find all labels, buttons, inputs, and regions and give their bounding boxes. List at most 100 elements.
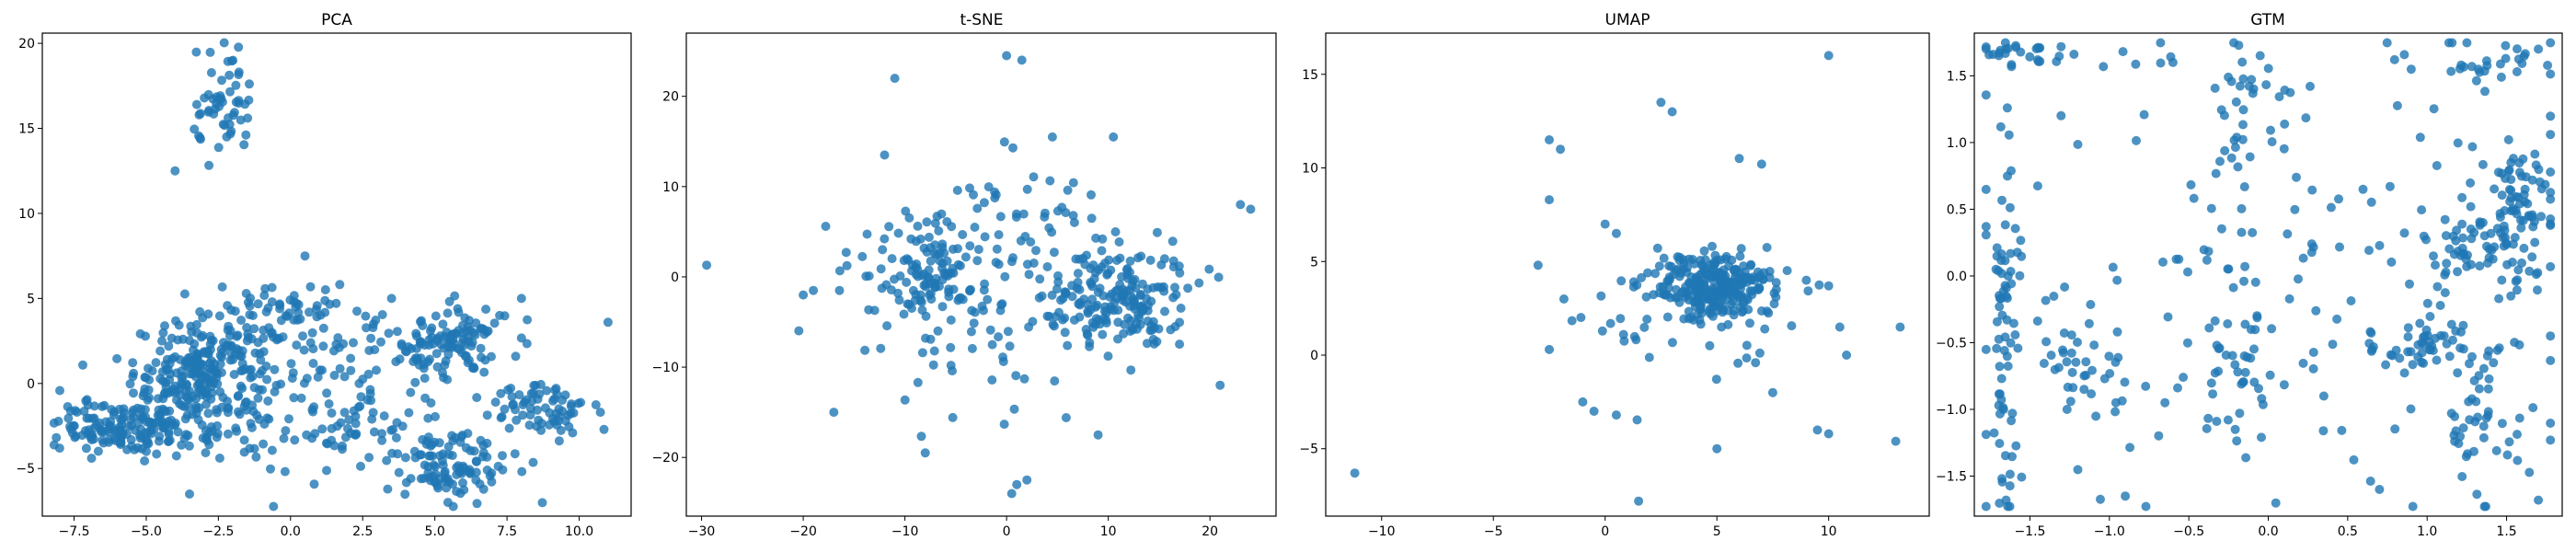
gtm-point	[2546, 69, 2556, 79]
tsne-point	[857, 251, 868, 261]
gtm-point	[2497, 190, 2507, 201]
umap-point	[1684, 254, 1694, 264]
tsne-point	[1044, 223, 1054, 233]
gtm-point	[2245, 152, 2255, 162]
tsne-point	[880, 150, 890, 160]
gtm-point	[2458, 320, 2468, 330]
pca-point	[263, 396, 273, 406]
umap-point	[1712, 443, 1722, 454]
gtm-point	[2086, 300, 2096, 309]
pca-point	[259, 291, 270, 301]
gtm-point	[2513, 455, 2523, 466]
tsne-point	[1148, 282, 1158, 293]
umap-point	[1567, 316, 1577, 326]
tsne-point	[911, 290, 921, 300]
pca-point	[183, 362, 193, 372]
gtm-point	[2395, 353, 2405, 363]
tsne-point	[942, 256, 952, 266]
pca-point	[420, 393, 431, 403]
gtm-point	[2062, 405, 2072, 414]
pca-point	[191, 394, 201, 404]
gtm-point	[2227, 351, 2237, 361]
tsne-point	[895, 271, 905, 281]
gtm-point	[2497, 275, 2507, 285]
pca-point	[121, 430, 132, 439]
gtm-point	[2511, 276, 2521, 286]
pca-point	[377, 435, 387, 445]
tsne-point	[860, 345, 870, 355]
pca-point	[138, 414, 147, 424]
pca-point	[522, 339, 532, 349]
gtm-point	[2520, 184, 2530, 194]
tsne-point	[1054, 307, 1064, 317]
tsne-point	[1022, 184, 1032, 194]
pca-point	[84, 425, 94, 435]
gtm-x-tick-label: 1.0	[2417, 524, 2437, 539]
gtm-point	[2421, 325, 2432, 335]
gtm-point	[2265, 370, 2275, 380]
tsne-x-tick-label: 10	[1100, 524, 1117, 539]
gtm-point	[2484, 374, 2494, 384]
tsne-x-tick-label: −30	[688, 524, 716, 539]
tsne-point	[1063, 185, 1073, 195]
pca-point	[245, 365, 255, 375]
pca-point	[201, 448, 211, 458]
gtm-point	[2328, 339, 2338, 350]
pca-point	[382, 455, 392, 466]
gtm-point	[2229, 135, 2239, 145]
pca-point	[53, 416, 63, 426]
tsne-point	[1082, 250, 1091, 260]
gtm-point	[2514, 413, 2524, 423]
pca-point	[182, 410, 192, 420]
gtm-point	[2224, 72, 2234, 82]
umap-point	[1742, 293, 1752, 303]
gtm-point	[2017, 472, 2027, 482]
tsne-point	[1170, 282, 1179, 293]
gtm-point	[2531, 160, 2541, 170]
pca-point	[161, 420, 171, 430]
gtm-point	[2517, 258, 2526, 268]
gtm-point	[2202, 423, 2212, 433]
gtm-point	[2002, 315, 2012, 325]
tsne-point	[1060, 328, 1070, 338]
tsne-point	[952, 185, 962, 195]
tsne-point	[913, 271, 923, 282]
pca-point	[296, 393, 306, 403]
gtm-point	[2546, 111, 2556, 121]
tsne-point	[925, 290, 935, 300]
pca-point	[362, 323, 371, 333]
pca-point	[86, 435, 97, 444]
pca-point	[529, 381, 539, 390]
umap-y-tick-label: 15	[1302, 68, 1318, 83]
pca-point	[523, 315, 533, 325]
gtm-point	[2065, 397, 2076, 407]
tsne-point	[913, 221, 923, 231]
pca-point	[490, 397, 500, 408]
pca-point	[239, 435, 249, 445]
gtm-point	[2257, 432, 2266, 443]
gtm-point	[1981, 222, 1991, 232]
pca-point	[339, 408, 350, 418]
gtm-point	[2495, 209, 2505, 219]
pca-point	[453, 304, 463, 314]
pca-point	[542, 385, 552, 396]
gtm-point	[2238, 120, 2248, 130]
pca-point	[528, 457, 538, 467]
umap-point	[1674, 297, 1685, 307]
umap-point	[1611, 410, 1621, 420]
gtm-point	[2224, 264, 2234, 274]
pca-point	[232, 331, 242, 341]
umap-point	[1723, 319, 1733, 329]
pca-point	[77, 431, 87, 441]
gtm-point	[2141, 501, 2151, 512]
gtm-point	[2494, 293, 2504, 304]
tsne-point	[911, 262, 921, 272]
gtm-point	[2528, 222, 2538, 232]
pca-point	[63, 413, 74, 423]
gtm-point	[2239, 182, 2249, 191]
gtm-x-tick-label: 0.5	[2338, 524, 2358, 539]
tsne-point	[902, 254, 912, 264]
gtm-point	[2230, 424, 2240, 434]
gtm-point	[2035, 56, 2045, 66]
gtm-point	[2470, 417, 2480, 427]
